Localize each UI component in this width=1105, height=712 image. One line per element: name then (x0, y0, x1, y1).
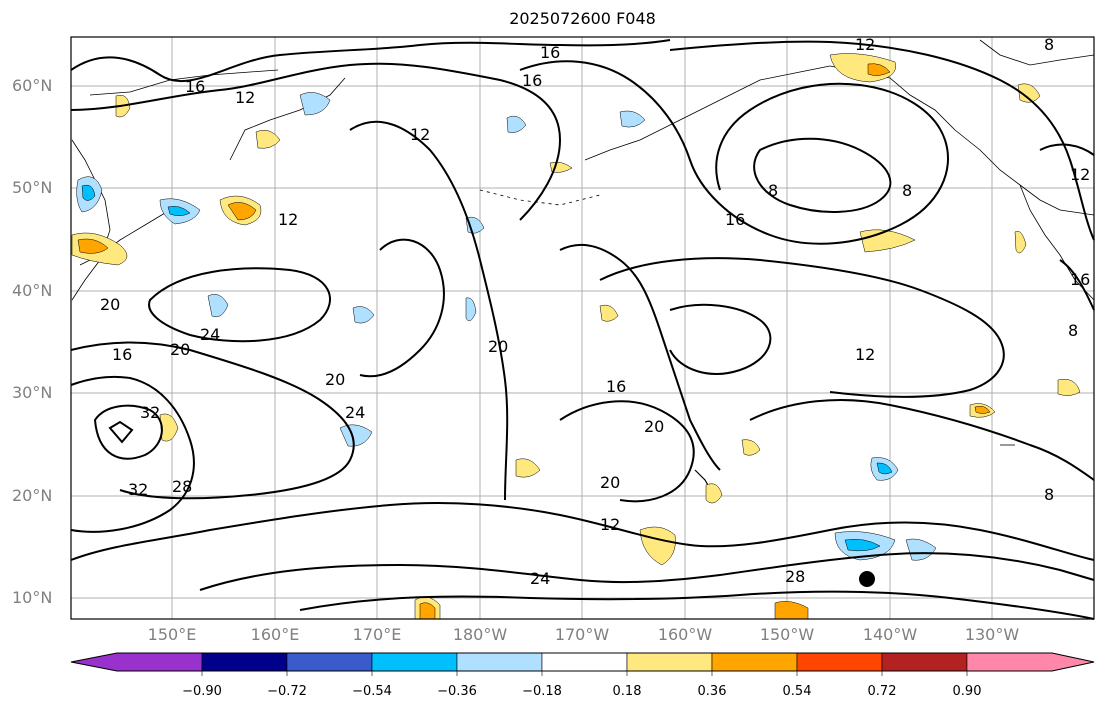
contour-label: 12 (235, 88, 255, 107)
contour-label: 20 (170, 340, 190, 359)
colorbar-tick-label: −0.54 (352, 684, 392, 699)
contour-label: 20 (644, 417, 664, 436)
contour-label: 12 (855, 35, 875, 54)
colorbar-tick-label: 0.54 (782, 684, 812, 699)
colorbar (70, 652, 1095, 676)
contour-label: 8 (1068, 321, 1078, 340)
map-frame (70, 36, 1095, 620)
contour-label: 16 (185, 77, 205, 96)
contour-label: 28 (785, 567, 805, 586)
lon-label: 160°E (250, 625, 300, 644)
contour-label: 8 (902, 181, 912, 200)
lon-label: 180°W (452, 625, 508, 644)
colorbar-tick-label: −0.90 (182, 684, 222, 699)
lon-label: 160°W (657, 625, 713, 644)
contour-label-group: 16 12 16 12 12 8 16 12 12 16 16 8 8 20 2… (100, 35, 1090, 588)
contour-label: 20 (488, 337, 508, 356)
lon-label: 150°W (759, 625, 815, 644)
colorbar-segment (881, 652, 968, 672)
contour-label: 24 (345, 403, 365, 422)
contour-label: 32 (128, 480, 148, 499)
contour-lines (70, 39, 1095, 620)
colorbar-segment (456, 652, 543, 672)
contour-label: 16 (725, 210, 745, 229)
contour-label: 16 (522, 71, 542, 90)
contour-label: 20 (600, 473, 620, 492)
contour-label: 16 (606, 377, 626, 396)
contour-label: 24 (530, 569, 550, 588)
colorbar-segment (371, 652, 458, 672)
colorbar-segment (796, 652, 883, 672)
colorbar-segment (626, 652, 713, 672)
lon-label: 140°W (862, 625, 918, 644)
contour-label: 16 (540, 43, 560, 62)
colorbar-tick-label: 0.36 (697, 684, 727, 699)
contour-label: 24 (200, 325, 220, 344)
map-title: 2025072600 F048 (509, 9, 656, 28)
contour-label: 12 (278, 210, 298, 229)
lat-label: 10°N (12, 588, 53, 607)
contour-label: 16 (112, 345, 132, 364)
colorbar-tick-label: −0.36 (437, 684, 477, 699)
colorbar-segment (201, 652, 288, 672)
lon-label: 170°W (554, 625, 610, 644)
contour-label: 16 (1070, 270, 1090, 289)
contour-label: 32 (140, 403, 160, 422)
contour-label: 20 (100, 295, 120, 314)
colorbar-segment (711, 652, 798, 672)
contour-label: 8 (1044, 35, 1054, 54)
colorbar-over-extension (966, 652, 1095, 672)
contour-label: 8 (768, 181, 778, 200)
shaded-anomalies (71, 53, 1081, 620)
colorbar-under-extension (70, 652, 203, 672)
contour-label: 12 (855, 345, 875, 364)
colorbar-tick-label: −0.72 (267, 684, 307, 699)
lon-label: 170°E (352, 625, 402, 644)
contour-label: 12 (1070, 165, 1090, 184)
contour-label: 8 (1044, 485, 1054, 504)
lat-label: 50°N (12, 178, 53, 197)
colorbar-segment (286, 652, 373, 672)
contour-label: 12 (410, 125, 430, 144)
colorbar-tick-label: 0.72 (867, 684, 897, 699)
lat-label: 30°N (12, 383, 53, 402)
colorbar-tick-label: −0.18 (522, 684, 562, 699)
lon-label: 150°E (147, 625, 197, 644)
contour-label: 12 (600, 515, 620, 534)
location-marker (859, 571, 875, 587)
lat-label: 40°N (12, 281, 53, 300)
colorbar-tick-label: 0.18 (612, 684, 642, 699)
colorbar-segment (541, 652, 628, 672)
contour-label: 20 (325, 370, 345, 389)
lat-label: 20°N (12, 486, 53, 505)
lon-label: 130°W (964, 625, 1020, 644)
colorbar-tick-label: 0.90 (952, 684, 982, 699)
contour-label: 28 (172, 477, 192, 496)
lat-label: 60°N (12, 76, 53, 95)
